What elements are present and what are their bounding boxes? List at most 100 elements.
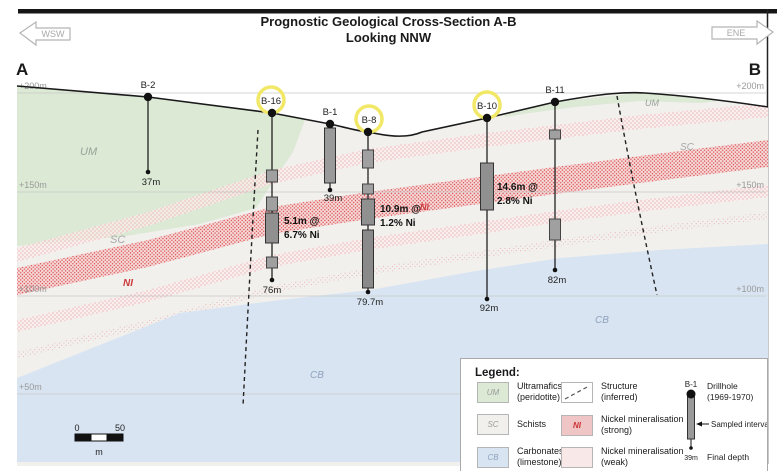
collar-B-2 bbox=[143, 92, 153, 102]
ni-band-upper-weak bbox=[17, 103, 768, 262]
intercept-B-8-line1: 10.9m @ bbox=[380, 204, 421, 215]
sampled-interval bbox=[362, 183, 374, 195]
depth-label-B-1: 39m bbox=[324, 193, 343, 204]
legend-title: Legend: bbox=[475, 367, 520, 379]
elev-200-left: +200m bbox=[19, 81, 47, 91]
elevation-labels: +200m +150m +100m +50m +200m +150m +100m bbox=[19, 81, 764, 392]
ni-band-lower-weak bbox=[17, 185, 768, 332]
sampled-interval-arrowhead bbox=[696, 421, 702, 427]
sampled-interval bbox=[324, 127, 336, 184]
sampled-interval-mineralised bbox=[361, 198, 375, 226]
structure-fault-right bbox=[616, 95, 658, 296]
sampled-interval bbox=[266, 169, 278, 183]
direction-arrow-wsw[interactable]: WSW bbox=[18, 20, 71, 47]
legend-label: (peridotite) bbox=[517, 392, 561, 402]
eoh-B-2 bbox=[145, 169, 151, 175]
legend-label: Carbonates bbox=[517, 446, 564, 456]
direction-arrow-ene[interactable]: ENE bbox=[711, 19, 775, 46]
sampled-interval-mineralised bbox=[265, 212, 279, 244]
legend-item-structure: Structure (inferred) bbox=[561, 381, 638, 403]
ni-label-mid: Ni bbox=[420, 202, 429, 212]
sampled-interval-mineralised bbox=[480, 162, 494, 211]
example-final-depth-label: Final depth bbox=[707, 452, 749, 462]
scale-bar: 0 50 m bbox=[74, 423, 125, 457]
collar-B-10 bbox=[482, 113, 492, 123]
ultramafics-layer-left bbox=[17, 86, 305, 246]
example-drillhole-label1: Drillhole bbox=[707, 381, 738, 391]
legend-label: (inferred) bbox=[601, 392, 638, 402]
intercept-B-8-line2: 1.2% Ni bbox=[380, 218, 416, 229]
ni-weak-swatch bbox=[561, 446, 593, 468]
eoh-B-10 bbox=[484, 296, 490, 302]
legend-item-ni-strong: NI Nickel mineralisation (strong) bbox=[561, 414, 684, 436]
schists-swatch: SC bbox=[477, 414, 509, 435]
legend-label: Nickel mineralisation bbox=[601, 414, 684, 424]
depth-label-B-2: 37m bbox=[142, 177, 161, 188]
example-collar bbox=[686, 389, 696, 399]
eoh-B-8 bbox=[365, 289, 371, 295]
legend-drillhole-example: B-1 39m Drillhole (1969-1970) Sampled in… bbox=[684, 380, 767, 462]
cb-label-mid: CB bbox=[310, 370, 324, 381]
intercept-B-10-line2: 2.8% Ni bbox=[497, 196, 533, 207]
scale-start-label: 0 bbox=[74, 423, 79, 433]
legend-label: (weak) bbox=[601, 457, 629, 467]
legend-item-schists: SC Schists bbox=[477, 414, 546, 435]
example-final-depth-dot bbox=[689, 446, 693, 450]
ni-band-strong bbox=[17, 140, 768, 295]
sampled-interval bbox=[549, 218, 561, 241]
hole-label-B-16: B-16 bbox=[261, 96, 281, 107]
ni-band-faint bbox=[17, 212, 768, 359]
hole-label-B-8: B-8 bbox=[362, 115, 377, 126]
collar-B-1 bbox=[325, 119, 335, 129]
hole-label-B-2: B-2 bbox=[141, 80, 156, 91]
structure-swatch bbox=[561, 381, 593, 403]
collar-B-16 bbox=[267, 108, 277, 118]
sampled-interval bbox=[362, 149, 374, 169]
intercept-B-16-line2: 6.7% Ni bbox=[284, 230, 320, 241]
collar-B-8 bbox=[363, 127, 373, 137]
hole-label-B-1: B-1 bbox=[323, 107, 338, 118]
structures bbox=[242, 95, 658, 407]
sampled-interval bbox=[549, 129, 561, 140]
example-sampled-label: Sampled interval bbox=[711, 420, 767, 429]
drillhole-B-2: B-2 37m bbox=[141, 80, 161, 188]
ni-label-left: NI bbox=[123, 278, 133, 289]
collar-B-11 bbox=[550, 97, 560, 107]
drillhole-B-11: B-11 82m bbox=[545, 85, 566, 286]
example-sampled-interval bbox=[687, 394, 695, 440]
elev-50-left: +50m bbox=[19, 382, 42, 392]
sampled-interval bbox=[266, 256, 278, 269]
dashed-line-icon bbox=[564, 384, 590, 400]
ultramafics-layer-right bbox=[505, 93, 730, 117]
sc-label-left: SC bbox=[110, 234, 125, 246]
elev-100-right: +100m bbox=[736, 284, 764, 294]
elev-150-left: +150m bbox=[19, 180, 47, 190]
scale-unit-label: m bbox=[95, 447, 103, 457]
sc-label-right: SC bbox=[680, 142, 695, 153]
depth-label-B-10: 92m bbox=[480, 303, 499, 314]
drillhole-B-1: B-1 39m bbox=[323, 107, 343, 204]
hole-label-B-10: B-10 bbox=[477, 101, 497, 112]
drillhole-B-16: B-16 76m 5.1m @ 6.7% Ni bbox=[256, 85, 320, 296]
um-label-right: UM bbox=[645, 98, 659, 108]
hole-label-B-11: B-11 bbox=[545, 85, 564, 96]
sampled-interval bbox=[362, 229, 374, 289]
title-block: Prognostic Geological Cross-Section A-B … bbox=[0, 14, 777, 46]
unit-labels: UM SC NI CB Ni UM SC CB bbox=[80, 98, 695, 381]
legend-label: Ultramafics bbox=[517, 381, 563, 391]
ultramafics-swatch: UM bbox=[477, 381, 509, 403]
intercept-B-10-line1: 14.6m @ bbox=[497, 182, 538, 193]
drillhole-B-8: B-8 79.7m 10.9m @ 1.2% Ni bbox=[354, 104, 421, 308]
sampled-interval bbox=[266, 196, 278, 212]
intercept-B-16-line1: 5.1m @ bbox=[284, 216, 320, 227]
page-subtitle: Looking NNW bbox=[345, 30, 432, 45]
ni-strong-swatch: NI bbox=[561, 414, 593, 436]
wsw-arrow-label: WSW bbox=[42, 29, 65, 39]
section-marker-a: A bbox=[16, 60, 29, 79]
carbonates-swatch: CB bbox=[477, 446, 509, 468]
ene-arrow-label: ENE bbox=[727, 28, 746, 38]
depth-label-B-16: 76m bbox=[263, 285, 282, 296]
eoh-B-1 bbox=[327, 187, 333, 193]
legend-label: (limestone) bbox=[517, 457, 562, 467]
